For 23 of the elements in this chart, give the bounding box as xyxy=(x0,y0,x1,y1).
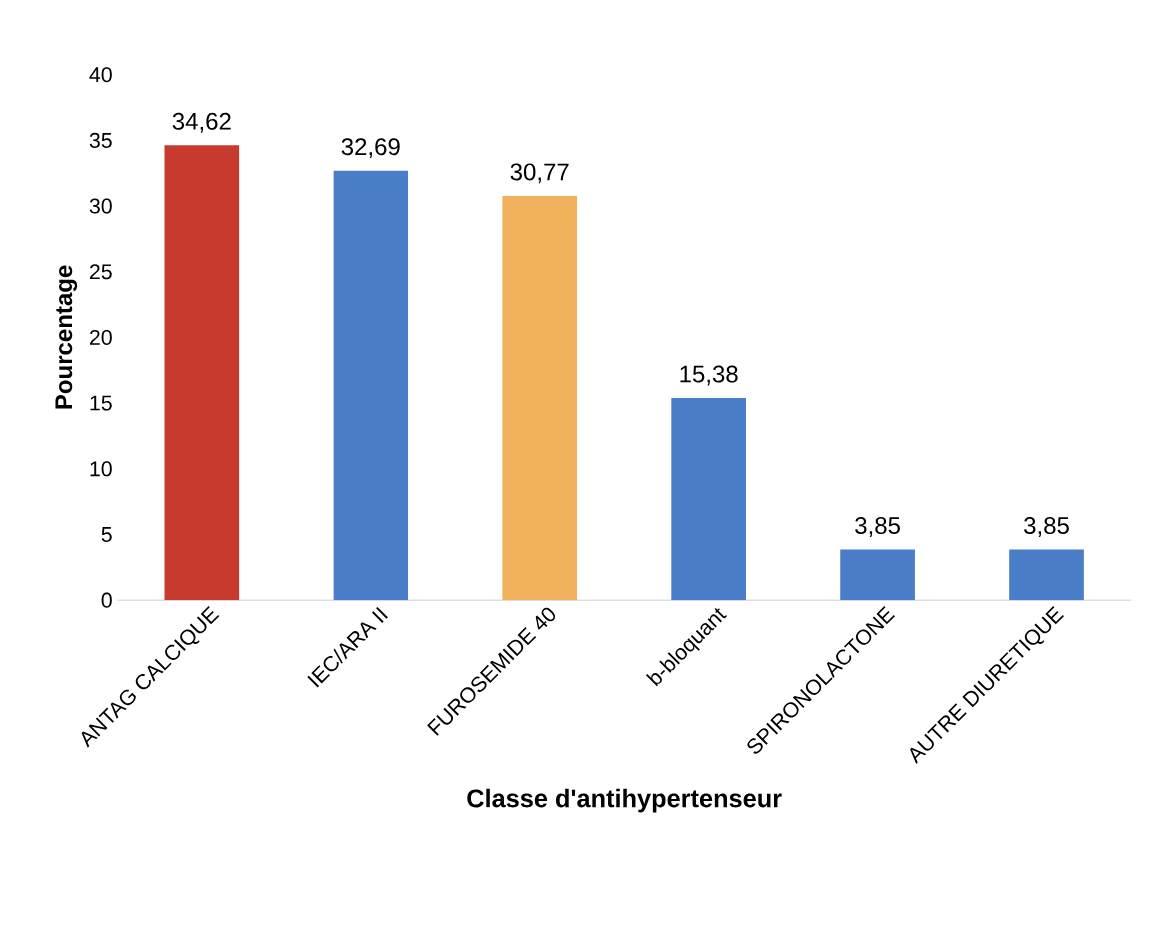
y-tick-label: 40 xyxy=(89,67,112,83)
bar xyxy=(502,196,578,601)
y-tick-label: 20 xyxy=(89,330,112,346)
y-axis-title: Pourcentage xyxy=(55,265,78,409)
data-label: 15,38 xyxy=(680,365,738,386)
data-label: 34,62 xyxy=(172,113,231,133)
y-tick-label: 35 xyxy=(89,133,112,149)
x-axis-title: Classe d'antihypertenseur xyxy=(467,788,782,813)
y-tick-label: 15 xyxy=(90,395,112,411)
y-tick-label: 10 xyxy=(90,461,112,477)
bar xyxy=(671,398,746,601)
bar xyxy=(1009,549,1084,601)
data-label: 30,77 xyxy=(510,163,569,184)
bar xyxy=(333,170,409,601)
y-tick-label: 30 xyxy=(89,198,112,214)
bar xyxy=(840,549,915,601)
bar xyxy=(164,145,240,601)
data-label: 32,69 xyxy=(341,138,400,159)
y-tick-label: 5 xyxy=(101,527,112,543)
data-label: 3,85 xyxy=(855,517,900,538)
data-label: 3,85 xyxy=(1024,517,1069,538)
y-tick-label: 25 xyxy=(89,264,112,280)
y-tick-label: 0 xyxy=(101,592,112,608)
